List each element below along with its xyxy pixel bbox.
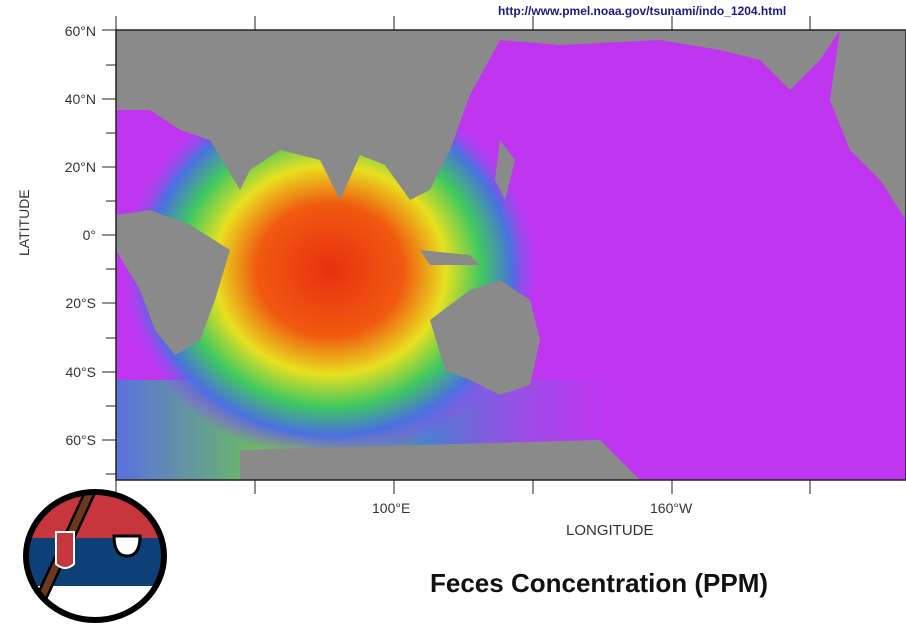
x-axis-title: LONGITUDE xyxy=(566,522,654,539)
map-area xyxy=(116,30,906,480)
lat-tick-label: 40°N xyxy=(64,91,96,107)
land xyxy=(116,30,906,480)
lat-tick-label: 20°S xyxy=(65,295,96,311)
serbia-countryball xyxy=(23,489,167,623)
lat-tick-label: 20°N xyxy=(64,159,96,175)
lat-tick-label: 40°S xyxy=(65,364,96,380)
lon-tick-label: 100°E xyxy=(372,500,411,516)
source-url: http://www.pmel.noaa.gov/tsunami/indo_12… xyxy=(498,4,787,18)
map-title: Feces Concentration (PPM) xyxy=(430,568,769,598)
axis-ticks xyxy=(102,16,811,494)
coat-of-arms-icon xyxy=(55,531,75,569)
lat-tick-label: 0° xyxy=(82,227,96,243)
eye-icon xyxy=(112,534,142,558)
lat-tick-label: 60°N xyxy=(64,23,96,39)
lon-tick-label: 160°W xyxy=(650,500,693,516)
lat-tick-label: 60°S xyxy=(65,432,96,448)
y-axis-title: LATITUDE xyxy=(16,189,32,256)
